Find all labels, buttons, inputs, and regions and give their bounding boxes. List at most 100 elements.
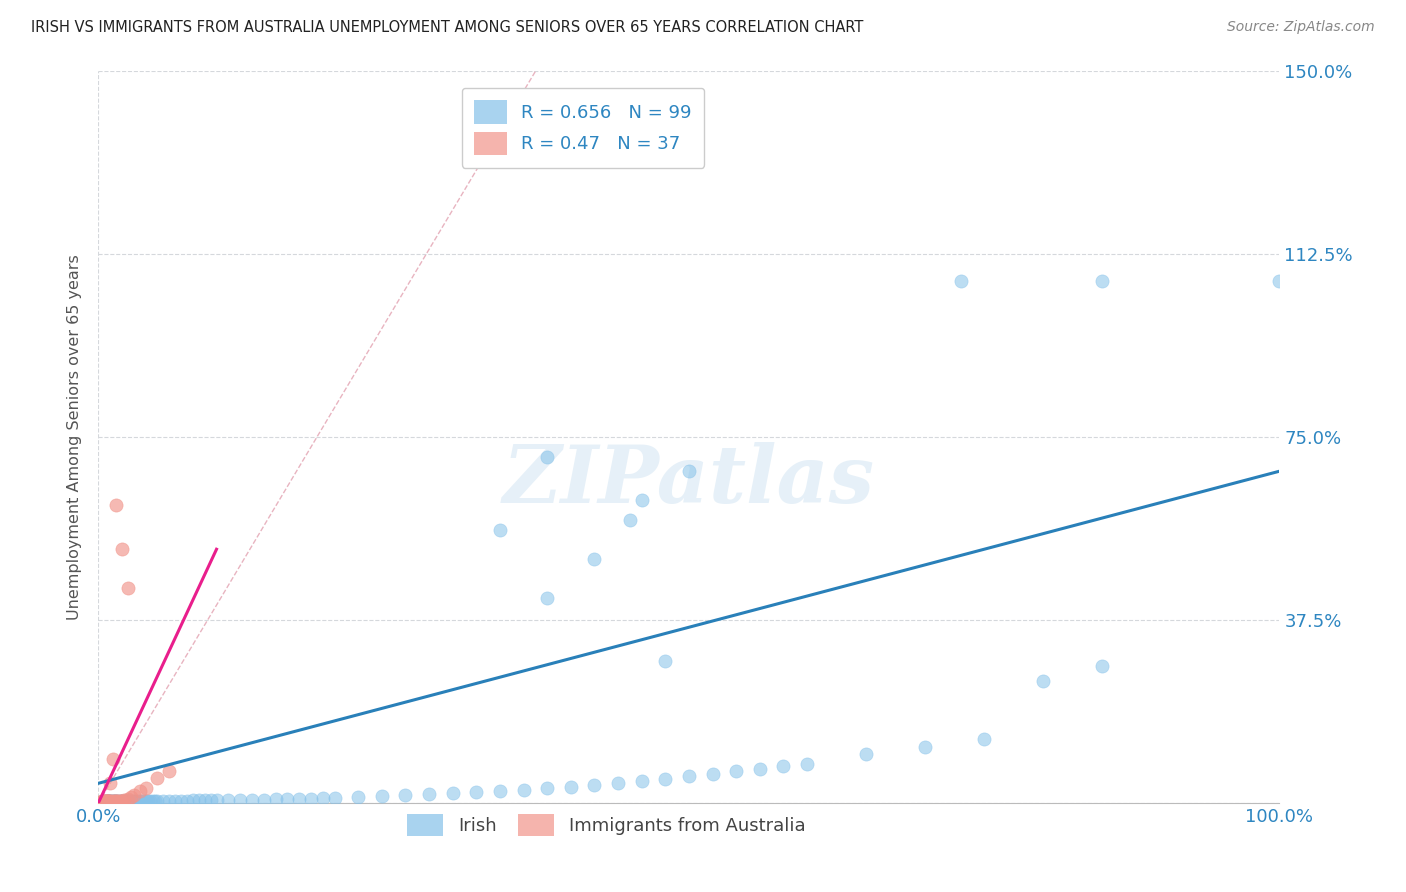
Point [132, 794, 155, 808]
Point [536, 781, 558, 796]
Point [323, 791, 346, 805]
Point [121, 794, 143, 808]
Point [91, 794, 114, 808]
Point [1091, 659, 1114, 673]
Point [229, 793, 252, 807]
Point [112, 793, 135, 807]
Point [112, 794, 135, 808]
Point [146, 794, 169, 808]
Point [630, 493, 652, 508]
Point [1091, 274, 1114, 288]
Point [104, 794, 127, 808]
Point [465, 785, 488, 799]
Point [217, 793, 239, 807]
Point [97, 794, 120, 808]
Point [105, 794, 128, 808]
Point [560, 780, 582, 794]
Point [702, 766, 724, 780]
Point [142, 794, 165, 808]
Point [748, 762, 770, 776]
Point [94, 794, 117, 808]
Point [253, 793, 276, 807]
Point [97, 794, 120, 808]
Point [115, 794, 138, 808]
Point [103, 794, 125, 808]
Point [240, 793, 263, 807]
Point [489, 783, 512, 797]
Point [97, 794, 120, 808]
Point [93, 794, 115, 808]
Point [107, 794, 129, 808]
Point [157, 794, 180, 808]
Point [973, 732, 995, 747]
Point [108, 794, 131, 808]
Point [98, 794, 121, 808]
Point [111, 794, 134, 808]
Point [914, 739, 936, 754]
Point [187, 793, 209, 807]
Point [121, 789, 143, 804]
Point [200, 793, 222, 807]
Point [394, 788, 416, 802]
Point [110, 794, 132, 808]
Point [91, 794, 114, 808]
Point [96, 794, 118, 808]
Point [98, 794, 121, 808]
Point [110, 794, 132, 808]
Point [170, 794, 193, 808]
Point [583, 778, 606, 792]
Point [135, 794, 157, 808]
Point [536, 450, 558, 464]
Point [105, 794, 128, 808]
Point [1032, 673, 1054, 688]
Point [299, 792, 322, 806]
Point [122, 794, 145, 808]
Point [607, 776, 630, 790]
Point [125, 794, 148, 808]
Point [96, 794, 118, 808]
Point [128, 783, 150, 797]
Point [105, 794, 128, 808]
Point [97, 794, 120, 808]
Point [93, 794, 115, 808]
Point [139, 794, 162, 808]
Point [98, 794, 121, 808]
Point [128, 794, 150, 808]
Point [96, 794, 118, 808]
Point [101, 794, 124, 808]
Point [112, 794, 135, 808]
Point [98, 776, 121, 790]
Point [678, 769, 700, 783]
Point [619, 513, 641, 527]
Point [94, 794, 117, 808]
Point [347, 789, 370, 804]
Point [136, 794, 159, 808]
Point [117, 792, 139, 806]
Point [654, 772, 676, 787]
Point [157, 764, 180, 778]
Point [118, 794, 141, 808]
Point [105, 499, 128, 513]
Point [181, 793, 204, 807]
Point [105, 794, 128, 808]
Point [100, 794, 122, 808]
Legend: Irish, Immigrants from Australia: Irish, Immigrants from Australia [398, 805, 814, 845]
Point [107, 794, 129, 808]
Point [101, 752, 124, 766]
Point [176, 794, 198, 808]
Point [93, 794, 115, 808]
Point [205, 793, 228, 807]
Text: ZIPatlas: ZIPatlas [503, 442, 875, 520]
Point [135, 781, 157, 796]
Point [143, 794, 166, 808]
Point [418, 787, 440, 801]
Point [96, 794, 118, 808]
Point [796, 756, 818, 771]
Point [1268, 274, 1291, 288]
Point [91, 794, 114, 808]
Point [276, 792, 298, 806]
Text: IRISH VS IMMIGRANTS FROM AUSTRALIA UNEMPLOYMENT AMONG SENIORS OVER 65 YEARS CORR: IRISH VS IMMIGRANTS FROM AUSTRALIA UNEMP… [31, 20, 863, 35]
Point [104, 794, 127, 808]
Point [194, 793, 217, 807]
Point [94, 794, 117, 808]
